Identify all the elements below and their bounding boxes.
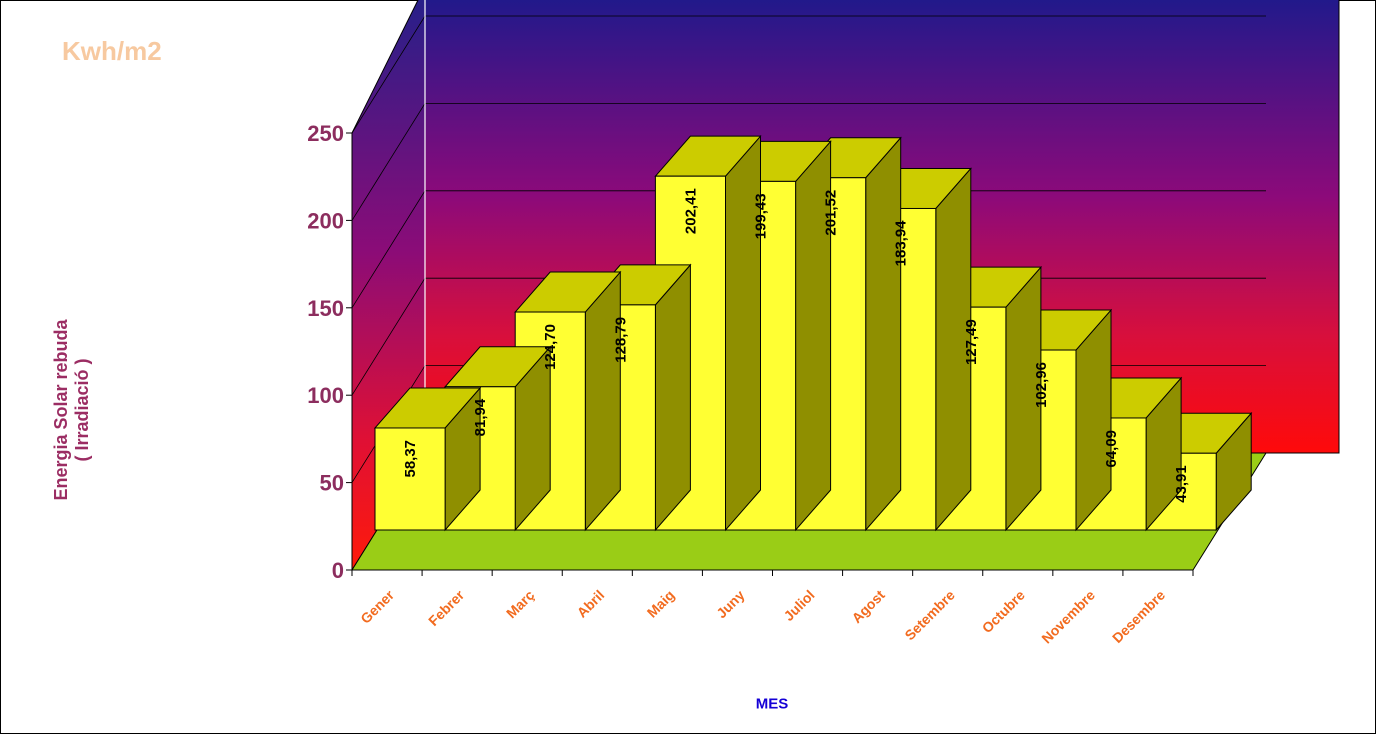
x-tick-label: Octubre bbox=[979, 587, 1028, 636]
data-label: 81,94 bbox=[472, 398, 489, 436]
x-tick-label: Febrer bbox=[425, 586, 468, 629]
y-tick-label: 50 bbox=[320, 471, 344, 496]
y-tick-label: 0 bbox=[332, 558, 344, 583]
data-label: 102,96 bbox=[1033, 362, 1050, 408]
x-tick-label: Setembre bbox=[901, 587, 958, 644]
bar-side bbox=[654, 263, 691, 532]
y-tick-label: 100 bbox=[307, 383, 344, 408]
data-label: 199,43 bbox=[753, 193, 770, 239]
unit-label: Kwh/m2 bbox=[62, 36, 162, 66]
y-tick-label: 200 bbox=[307, 208, 344, 233]
bar-front bbox=[374, 427, 446, 531]
x-tick-label: Juliol bbox=[780, 587, 817, 624]
y-axis-label-line1: Energia Solar rebuda bbox=[51, 319, 71, 501]
x-tick-label: Gener bbox=[357, 586, 397, 626]
data-label: 183,94 bbox=[893, 220, 910, 267]
data-label: 43,91 bbox=[1173, 465, 1190, 503]
data-label: 64,09 bbox=[1103, 430, 1120, 468]
x-tick-label: Juny bbox=[713, 587, 748, 622]
x-axis-label: MES bbox=[755, 695, 789, 713]
data-label: 127,49 bbox=[963, 319, 980, 365]
data-label: 58,37 bbox=[402, 440, 419, 478]
x-tick-label: Març bbox=[503, 587, 538, 622]
x-tick-label: Agost bbox=[848, 587, 888, 627]
bar-side bbox=[865, 136, 902, 532]
y-axis-label-line2: ( Irradiació ) bbox=[72, 358, 92, 462]
x-tick-label: Novembre bbox=[1038, 587, 1098, 647]
y-axis-label: Energia Solar rebuda ( Irradiació ) bbox=[51, 319, 93, 500]
x-tick-label: Desembre bbox=[1109, 587, 1168, 646]
data-label: 201,52 bbox=[823, 190, 840, 236]
x-tick-label: Abril bbox=[574, 587, 608, 621]
y-tick-label: 250 bbox=[307, 121, 344, 146]
data-label: 128,79 bbox=[612, 317, 629, 363]
bar-side bbox=[584, 270, 621, 532]
x-tick-label: Maig bbox=[644, 587, 678, 621]
y-tick-label: 150 bbox=[307, 296, 344, 321]
bar bbox=[373, 386, 482, 532]
data-label: 202,41 bbox=[682, 188, 699, 234]
data-label: 124,70 bbox=[542, 324, 559, 370]
